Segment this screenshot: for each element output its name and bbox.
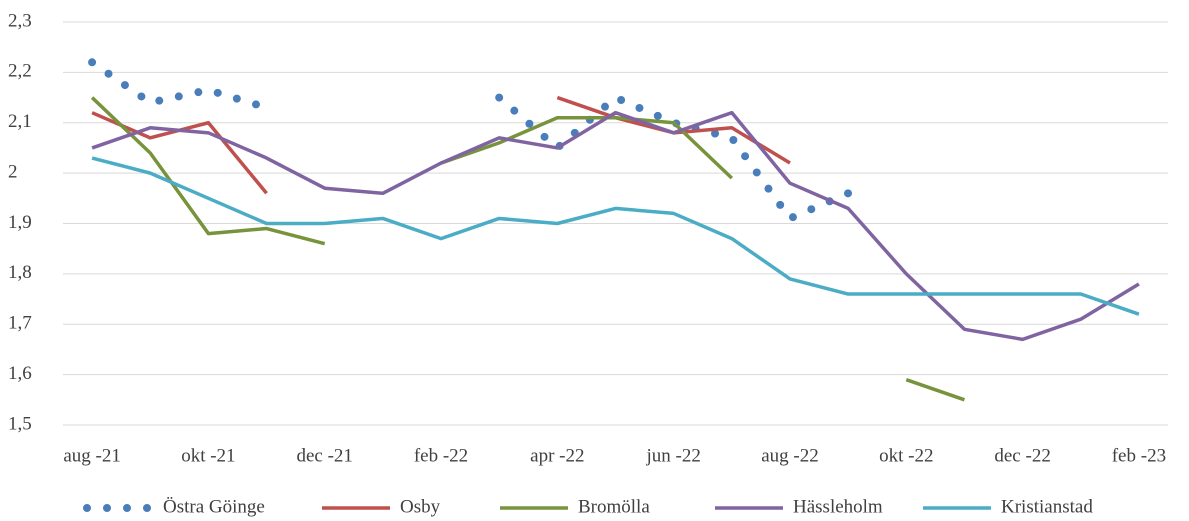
x-tick-label: aug -21 xyxy=(63,445,121,466)
y-tick-label: 1,6 xyxy=(8,363,32,384)
legend-label: Kristianstad xyxy=(1001,496,1093,517)
legend-label: Östra Göinge xyxy=(163,496,265,517)
y-tick-label: 1,7 xyxy=(8,313,32,334)
x-tick-label: okt -22 xyxy=(879,445,933,466)
legend-label: Osby xyxy=(400,496,441,517)
x-tick-label: apr -22 xyxy=(530,445,584,466)
series-line xyxy=(495,92,853,224)
y-tick-label: 1,9 xyxy=(8,212,32,233)
series-line xyxy=(91,110,1140,342)
x-tick-label: dec -22 xyxy=(994,445,1050,466)
series-line xyxy=(905,378,966,402)
y-tick-label: 1,5 xyxy=(8,413,32,434)
x-tick-label: jun -22 xyxy=(645,445,700,466)
series-line xyxy=(556,95,791,165)
legend-label: Hässleholm xyxy=(793,496,883,517)
x-tick-label: aug -22 xyxy=(761,445,819,466)
x-tick-label: okt -21 xyxy=(181,445,235,466)
legend-label: Bromölla xyxy=(578,496,650,517)
x-tick-label: dec -21 xyxy=(296,445,352,466)
y-tick-label: 2,1 xyxy=(8,111,32,132)
y-tick-label: 2,2 xyxy=(8,61,32,82)
x-tick-label: feb -23 xyxy=(1112,445,1166,466)
y-tick-label: 2,3 xyxy=(8,10,32,31)
series-line xyxy=(91,156,1140,316)
series-line xyxy=(440,115,734,180)
x-tick-label: feb -22 xyxy=(414,445,468,466)
y-tick-label: 1,8 xyxy=(8,262,32,283)
series-line xyxy=(88,58,271,112)
y-tick-label: 2 xyxy=(8,161,18,182)
